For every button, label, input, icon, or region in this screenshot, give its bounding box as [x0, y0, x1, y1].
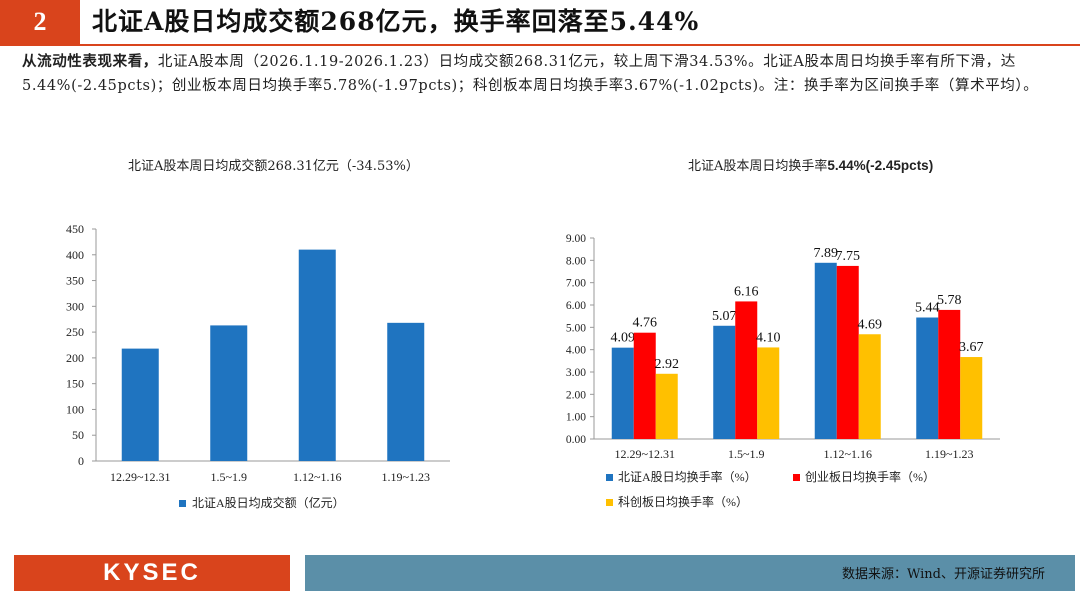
y-tick-label: 300 — [66, 299, 84, 313]
legend-swatch — [793, 474, 800, 481]
left-chart-title: 北证A股本周日均成交额268.31亿元（-34.53%） — [128, 159, 419, 174]
footer-bar: 数据来源：Wind、开源证券研究所 — [305, 555, 1075, 591]
y-tick-label: 350 — [66, 274, 84, 288]
right-chart-title: 北证A股本周日均换手率5.44%(-2.45pcts) — [688, 155, 933, 174]
y-tick-label: 5.00 — [566, 322, 586, 334]
title-bar: 2 北证A股日均成交额268亿元，换手率回落至5.44% — [0, 0, 1080, 46]
x-tick-label: 1.19~1.23 — [925, 447, 974, 461]
y-tick-label: 0 — [78, 454, 84, 468]
data-label: 4.10 — [756, 330, 781, 345]
bar — [836, 265, 859, 439]
y-tick-label: 3.00 — [566, 367, 586, 379]
y-tick-label: 2.00 — [566, 389, 586, 401]
legend-swatch — [606, 474, 613, 481]
y-tick-label: 200 — [66, 351, 84, 365]
bar — [916, 317, 939, 439]
bar — [814, 262, 837, 439]
y-tick-label: 250 — [66, 325, 84, 339]
y-tick-label: 150 — [66, 377, 84, 391]
y-tick-label: 4.00 — [566, 345, 586, 357]
x-tick-label: 1.5~1.9 — [211, 470, 248, 484]
title-rule — [0, 44, 1080, 46]
data-label: 3.67 — [959, 340, 984, 355]
legend-swatch — [179, 500, 186, 507]
x-tick-label: 1.5~1.9 — [728, 447, 765, 461]
bar — [735, 301, 758, 439]
logo-text: KYSEC — [103, 559, 201, 586]
summary-lead: 从流动性表现来看， — [22, 53, 158, 70]
data-label: 7.89 — [814, 246, 839, 261]
bar — [938, 309, 961, 439]
data-label: 4.69 — [858, 317, 883, 332]
summary-paragraph: 从流动性表现来看，北证A股本周（2026.1.19-2026.1.23）日均成交… — [22, 50, 1062, 98]
data-source: 数据来源：Wind、开源证券研究所 — [842, 567, 1045, 582]
y-tick-label: 450 — [66, 222, 84, 236]
y-tick-label: 400 — [66, 248, 84, 262]
bar — [121, 348, 159, 461]
y-tick-label: 7.00 — [566, 278, 586, 290]
bar — [713, 325, 736, 439]
right-chart-turnover-rate: 0.00 1.00 2.00 3.00 4.00 5.00 6.00 7.00 8.00 9.00… — [566, 233, 1000, 509]
y-tick-label: 8.00 — [566, 255, 586, 267]
data-label: 5.07 — [712, 309, 737, 324]
section-number: 2 — [0, 0, 80, 44]
data-label: 4.76 — [633, 316, 658, 331]
y-tick-label: 50 — [72, 428, 84, 442]
y-tick-label: 0.00 — [566, 434, 586, 446]
x-tick-label: 1.19~1.23 — [382, 470, 431, 484]
bar — [757, 347, 780, 439]
right-chart-title-prefix: 北证A股本周日均换手率 — [688, 159, 828, 174]
y-tick-label: 1.00 — [566, 412, 586, 424]
legend-label: 北证A股日均成交额（亿元） — [192, 495, 345, 510]
kysec-logo: KYSEC — [14, 555, 290, 591]
data-label: 7.75 — [836, 249, 861, 264]
y-tick-label: 6.00 — [566, 300, 586, 312]
bar — [960, 357, 983, 439]
bar — [611, 347, 634, 439]
bar — [210, 325, 248, 461]
page-title: 北证A股日均成交额268亿元，换手率回落至5.44% — [92, 7, 700, 36]
data-label: 5.44 — [915, 301, 940, 316]
left-chart-turnover-amount: 0 50 100 150 200 250 300 350 400 450 12.29~12.31 1.… — [66, 222, 450, 510]
x-tick-label: 12.29~12.31 — [110, 470, 171, 484]
data-label: 2.92 — [655, 357, 680, 372]
right-chart-title-suffix: 5.44%(-2.45pcts) — [827, 158, 934, 173]
data-label: 6.16 — [734, 284, 759, 299]
legend-label: 创业板日均换手率（%） — [805, 469, 935, 484]
bar — [298, 249, 336, 461]
legend-label: 科创板日均换手率（%） — [618, 494, 748, 509]
y-tick-label: 9.00 — [566, 233, 586, 245]
data-label: 5.78 — [937, 293, 962, 308]
y-tick-label: 100 — [66, 402, 84, 416]
legend-swatch — [606, 499, 613, 506]
data-label: 4.09 — [611, 331, 636, 346]
x-tick-label: 12.29~12.31 — [615, 447, 676, 461]
bar — [633, 332, 656, 439]
bar — [387, 322, 425, 461]
x-tick-label: 1.12~1.16 — [824, 447, 873, 461]
x-tick-label: 1.12~1.16 — [293, 470, 342, 484]
bar — [858, 334, 881, 439]
summary-text: 北证A股本周（2026.1.19-2026.1.23）日均成交额268.31亿元… — [22, 54, 1039, 94]
bar — [655, 373, 678, 439]
legend-label: 北证A股日均换手率（%） — [618, 469, 757, 484]
